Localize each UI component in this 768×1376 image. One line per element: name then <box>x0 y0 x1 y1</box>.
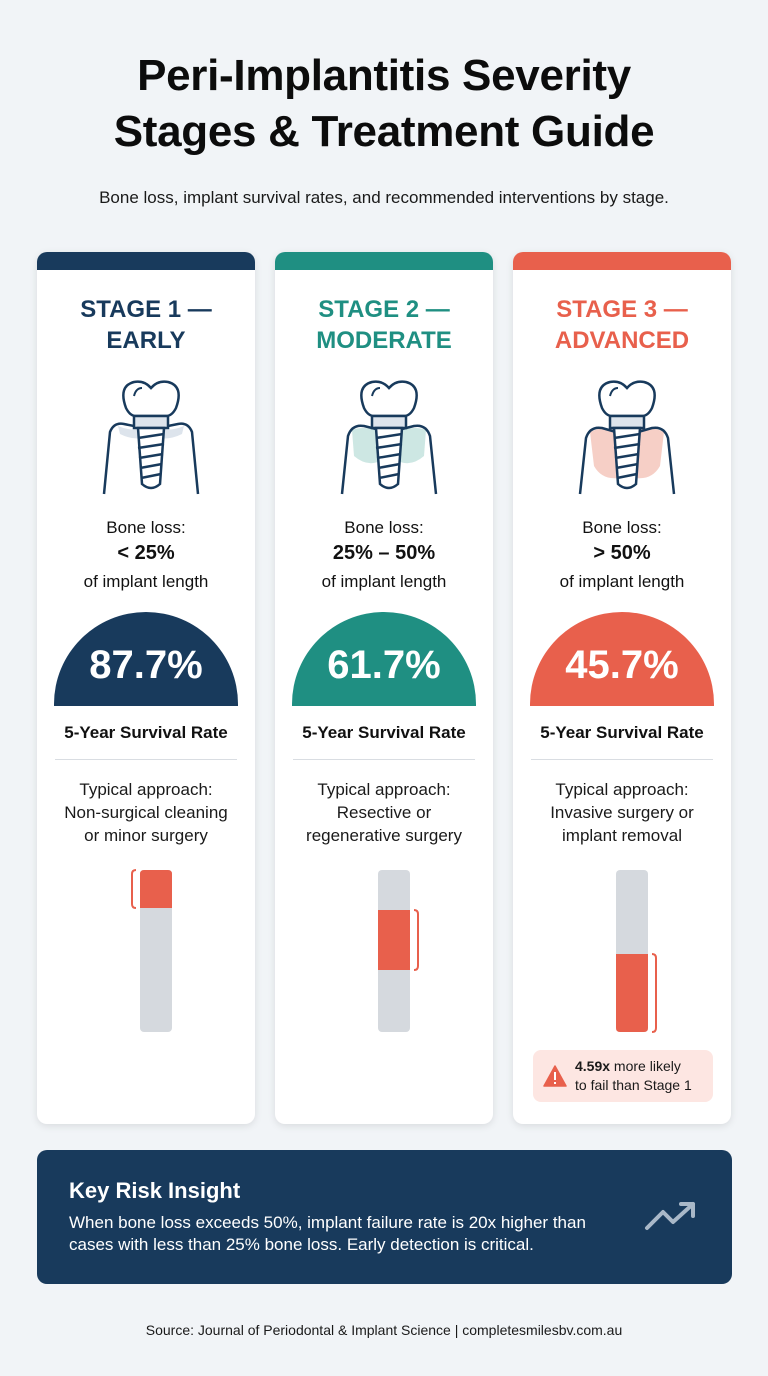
insight-body: When bone loss exceeds 50%, implant fail… <box>69 1213 586 1254</box>
survival-rate-dome: 45.7% <box>530 612 714 706</box>
insight-title: Key Risk Insight <box>69 1178 241 1203</box>
bone-loss-label: Bone loss: <box>344 518 424 537</box>
page-title: Peri-Implantitis Severity Stages & Treat… <box>113 51 655 156</box>
bone-loss-gauge-icon <box>616 870 657 1033</box>
bone-loss-sub: of implant length <box>559 572 685 591</box>
bone-loss-label: Bone loss: <box>582 518 662 537</box>
implant-tooth-icon <box>340 380 438 495</box>
stage-color-bar <box>513 252 731 270</box>
implant-tooth-icon <box>102 380 200 495</box>
approach-text: Typical approach: Non-surgical cleaning … <box>64 780 228 845</box>
bone-loss-value: 25% – 50% <box>332 542 436 564</box>
divider <box>531 759 713 760</box>
bone-loss-label: Bone loss: <box>106 518 186 537</box>
bone-loss-value: > 50% <box>593 542 651 564</box>
survival-rate-label: 5-Year Survival Rate <box>540 723 704 742</box>
failure-risk-text: 4.59x more likely to fail than Stage 1 <box>575 1058 692 1093</box>
stage-title: STAGE 3 — ADVANCED <box>554 296 690 354</box>
stage-color-bar <box>275 252 493 270</box>
source-citation: Source: Journal of Periodontal & Implant… <box>145 1322 623 1338</box>
survival-rate-dome: 87.7% <box>54 612 238 706</box>
implant-tooth-icon <box>578 380 676 495</box>
divider <box>55 759 237 760</box>
approach-text: Typical approach: Invasive surgery or im… <box>550 780 694 845</box>
bone-loss-gauge-icon <box>131 869 172 1032</box>
stage-card-3: STAGE 3 — ADVANCED Bone loss: > 50% of i… <box>513 252 731 1124</box>
bone-loss-sub: of implant length <box>321 572 447 591</box>
stage-color-bar <box>37 252 255 270</box>
stage-card-1: STAGE 1 — EARLY Bone loss: < 25% of impl… <box>37 252 255 1124</box>
stage-card-2: STAGE 2 — MODERATE Bone loss: 25% – 50% … <box>275 252 493 1124</box>
survival-rate-label: 5-Year Survival Rate <box>64 723 228 742</box>
approach-text: Typical approach: Resective or regenerat… <box>306 780 462 845</box>
bone-loss-sub: of implant length <box>83 572 209 591</box>
survival-rate-dome: 61.7% <box>292 612 476 706</box>
bone-loss-gauge-icon <box>378 870 419 1032</box>
key-risk-insight-panel: Key Risk Insight When bone loss exceeds … <box>37 1150 732 1284</box>
divider <box>293 759 475 760</box>
bone-loss-value: < 25% <box>117 542 175 564</box>
trend-up-icon <box>645 1202 695 1230</box>
page-subtitle: Bone loss, implant survival rates, and r… <box>99 188 669 207</box>
stage-title: STAGE 2 — MODERATE <box>316 296 452 354</box>
survival-rate-label: 5-Year Survival Rate <box>302 723 466 742</box>
failure-risk-callout: 4.59x more likely to fail than Stage 1 <box>533 1050 713 1102</box>
stage-title: STAGE 1 — EARLY <box>80 296 212 354</box>
warning-icon <box>543 1065 567 1087</box>
